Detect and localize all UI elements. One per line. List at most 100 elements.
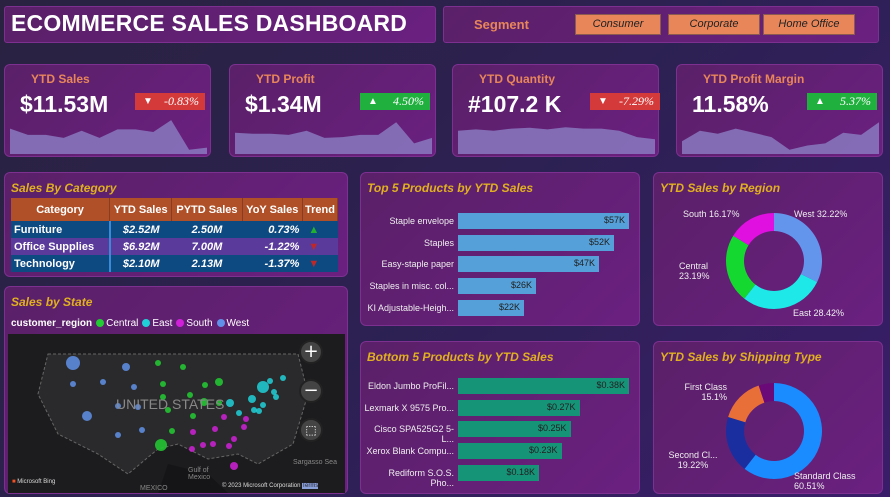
bar[interactable]: $26K [458,278,536,295]
map-bubble-west[interactable] [70,381,76,387]
map-bubble-east[interactable] [273,394,279,400]
zoom-in-button[interactable]: + [299,340,323,364]
map-bubble-south[interactable] [200,442,206,448]
bar[interactable]: $52K [458,234,614,251]
map-bubble-west[interactable] [135,404,141,410]
map-bubble-west[interactable] [139,427,145,433]
map-bubble-south[interactable] [226,443,232,449]
bar[interactable]: $0.27K [458,399,580,416]
bottom5-products-panel: Bottom 5 Products by YTD Sales Eldon Jum… [360,341,640,494]
sea-label: Sargasso Sea [293,459,337,466]
map-bubble-south[interactable] [230,462,238,470]
donut-slice-other[interactable] [758,383,774,403]
map-bubble-central[interactable] [160,381,166,387]
map-bubble-east[interactable] [271,389,277,395]
bar[interactable]: $22K [458,299,524,316]
donut-slice-second-cl-[interactable] [726,416,756,469]
col-header[interactable]: Category [11,198,111,221]
donut-slice-first-class[interactable] [728,385,765,423]
yoy-cell: -1.22% [242,238,303,255]
trend-up-icon: ▲ [302,221,338,238]
map-bubble-central[interactable] [187,392,193,398]
map-bubble-central[interactable] [215,378,223,386]
donut-slice-standard-class[interactable] [744,383,822,479]
donut-slice-south[interactable] [733,213,774,246]
region-label-west: West 32.22% [794,209,848,219]
ytd-cell: $2.52M [109,221,172,238]
segment-consumer-button[interactable]: Consumer [575,14,661,35]
map-bubble-central[interactable] [160,394,166,400]
map-bubble-east[interactable] [248,395,256,403]
map-bubble-central[interactable] [165,407,171,413]
bar[interactable]: $0.23K [458,443,562,460]
map-bubble-east[interactable] [280,375,286,381]
panel-title: YTD Sales by Shipping Type [660,350,822,364]
panel-title: YTD Sales by Region [660,181,781,195]
donut-slice-central[interactable] [726,235,756,299]
table-row[interactable]: Office Supplies $6.92M 7.00M -1.22% ▼ [11,238,338,255]
map-bubble-central[interactable] [155,360,161,366]
map-bubble-west[interactable] [115,432,121,438]
sales-by-state-panel: Sales by State customer_region Central E… [4,286,348,494]
map-bubble-east[interactable] [257,381,269,393]
dashboard-title: ECOMMERCE SALES DASHBOARD [11,10,408,36]
map-bubble-west[interactable] [82,411,92,421]
map-bubble-south[interactable] [243,416,249,422]
map-bubble-south[interactable] [210,441,216,447]
map-bubble-east[interactable] [236,410,242,416]
map-bubble-south[interactable] [241,424,247,430]
map-bubble-central[interactable] [190,413,196,419]
map-bubble-west[interactable] [122,363,130,371]
map-bubble-south[interactable] [190,429,196,435]
map-bubble-south[interactable] [231,436,237,442]
map-bubble-central[interactable] [180,364,186,370]
map-bubble-central[interactable] [216,400,222,406]
map-canvas[interactable]: UNITED STATES Gulf of Mexico MEXICO Sarg… [8,334,345,493]
kpi-sparkline [235,122,432,154]
map-bubble-central[interactable] [200,398,208,406]
col-header[interactable]: YoY Sales [242,198,303,221]
arrow-down-icon: ▼ [143,96,153,107]
bar[interactable]: $47K [458,256,599,273]
map-bubble-west[interactable] [100,379,106,385]
kpi-title: YTD Sales [31,72,90,86]
map-bubble-east[interactable] [267,378,273,384]
terms-link[interactable]: Terms [302,483,319,489]
donut-slice-west[interactable] [774,213,822,283]
map-bubble-south[interactable] [212,426,218,432]
yoy-cell: -1.37% [242,255,303,272]
donut-slice-east[interactable] [744,274,818,309]
segment-corporate-button[interactable]: Corporate [668,14,760,35]
map-bubble-east[interactable] [256,408,262,414]
bar[interactable]: $0.25K [458,421,571,438]
map-bubble-west[interactable] [131,384,137,390]
col-header[interactable]: Trend [302,198,339,221]
col-header[interactable]: PYTD Sales [171,198,243,221]
bar[interactable]: $57K [458,213,629,229]
map-bubble-central[interactable] [169,428,175,434]
kpi-sparkline [682,122,879,154]
table-row[interactable]: Technology $2.10M 2.13M -1.37% ▼ [11,255,338,272]
map-bubble-south[interactable] [189,446,195,452]
bar-value-label: $0.25K [537,423,567,434]
select-tool-button[interactable]: ⬚ [299,418,323,442]
map-bubble-central[interactable] [202,382,208,388]
bar[interactable]: $0.18K [458,464,539,481]
segment-label: Segment [474,17,529,32]
map-bubble-east[interactable] [226,399,234,407]
table-row[interactable]: Furniture $2.52M 2.50M 0.73% ▲ [11,221,338,238]
bar[interactable]: $0.38K [458,378,629,394]
region-label-south: South 16.17% [683,209,740,219]
zoom-out-button[interactable]: − [299,379,323,403]
col-header[interactable]: YTD Sales [109,198,173,221]
map-bubble-east[interactable] [260,402,266,408]
map-bubble-west[interactable] [66,356,80,370]
map-bubble-east[interactable] [251,407,257,413]
segment-home-office-button[interactable]: Home Office [763,14,855,35]
map-bubble-south[interactable] [221,414,227,420]
sales-by-region-panel: YTD Sales by Region South 16.17% West 32… [653,172,883,326]
map-bubble-west[interactable] [115,403,121,409]
panel-title: Sales By Category [11,181,117,195]
pytd-cell: 2.50M [171,221,243,238]
map-bubble-central[interactable] [155,439,167,451]
